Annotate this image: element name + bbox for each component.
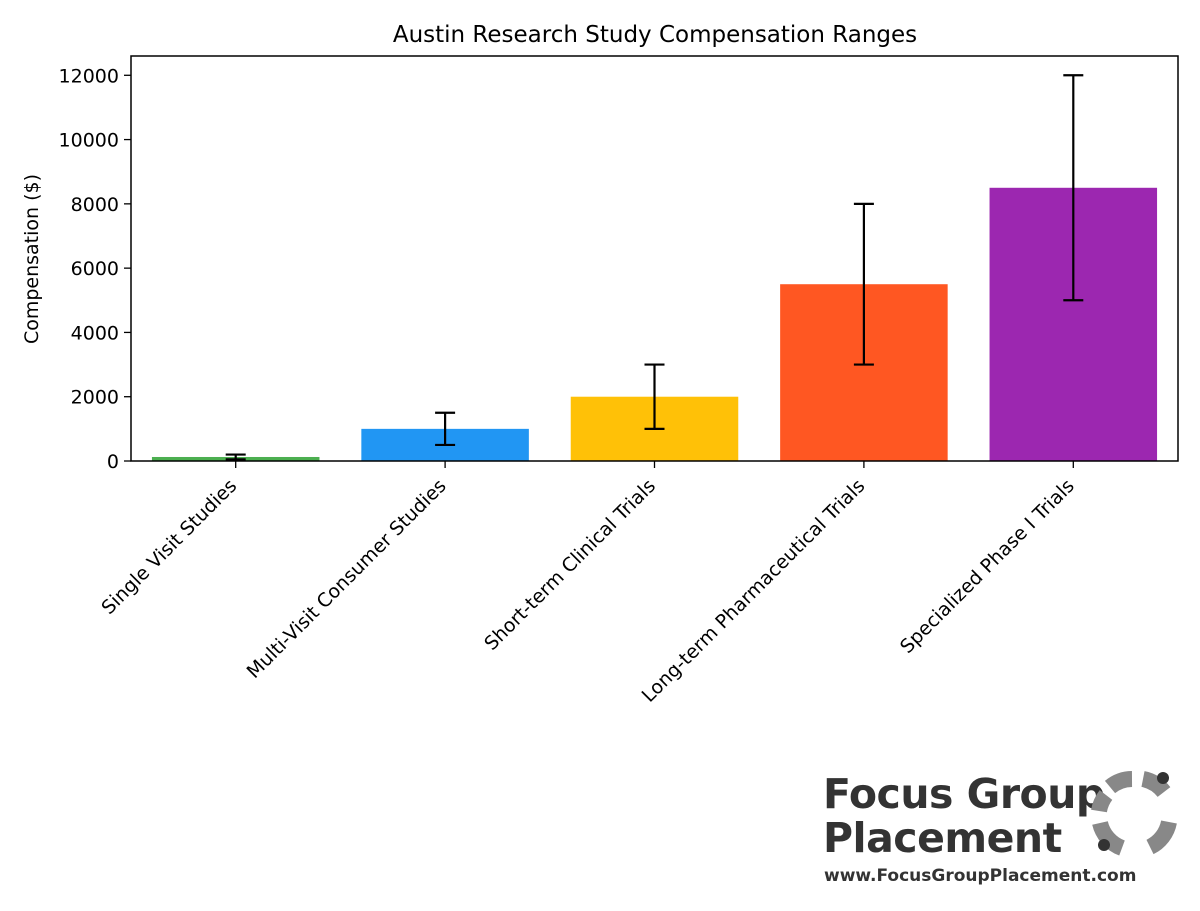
logo-dot — [1157, 772, 1169, 784]
y-tick-label: 12000 — [59, 65, 119, 87]
brand-name-line2: Placement — [823, 814, 1062, 862]
chart-title: Austin Research Study Compensation Range… — [393, 22, 917, 48]
y-axis-ticks: 0 2000 4000 6000 8000 10000 12000 — [59, 65, 131, 473]
bars-layer — [151, 187, 1158, 462]
x-tick-label: Short-term Clinical Trials — [480, 475, 660, 655]
logo-ring-segment — [1092, 820, 1126, 856]
logo-dot — [1098, 839, 1110, 851]
brand-name: Focus Group Placement — [823, 772, 1105, 860]
x-tick-label: Single Visit Studies — [97, 475, 241, 619]
x-axis-ticks: Single Visit Studies Multi-Visit Consumer… — [97, 461, 1079, 707]
y-tick-label: 0 — [107, 451, 119, 473]
logo-ring-segment — [1104, 771, 1133, 794]
brand-name-line1: Focus Group — [823, 770, 1105, 818]
logo-ring-segment — [1146, 820, 1177, 855]
error-bars-layer — [225, 74, 1084, 461]
y-tick-label: 6000 — [71, 258, 119, 280]
ring-logo-icon — [1091, 771, 1177, 856]
logo-ring-segment — [1091, 790, 1113, 813]
y-tick-label: 8000 — [71, 194, 119, 216]
y-axis-label: Compensation ($) — [21, 174, 43, 344]
logo-ring-segment — [1141, 771, 1171, 798]
y-tick-label: 4000 — [71, 322, 119, 344]
y-tick-label: 10000 — [59, 130, 119, 152]
x-tick-label: Long-term Pharmaceutical Trials — [638, 475, 870, 707]
brand-url: www.FocusGroupPlacement.com — [824, 866, 1137, 886]
x-tick-label: Specialized Phase I Trials — [896, 475, 1079, 658]
y-tick-label: 2000 — [71, 387, 119, 409]
x-tick-label: Multi-Visit Consumer Studies — [243, 475, 451, 683]
